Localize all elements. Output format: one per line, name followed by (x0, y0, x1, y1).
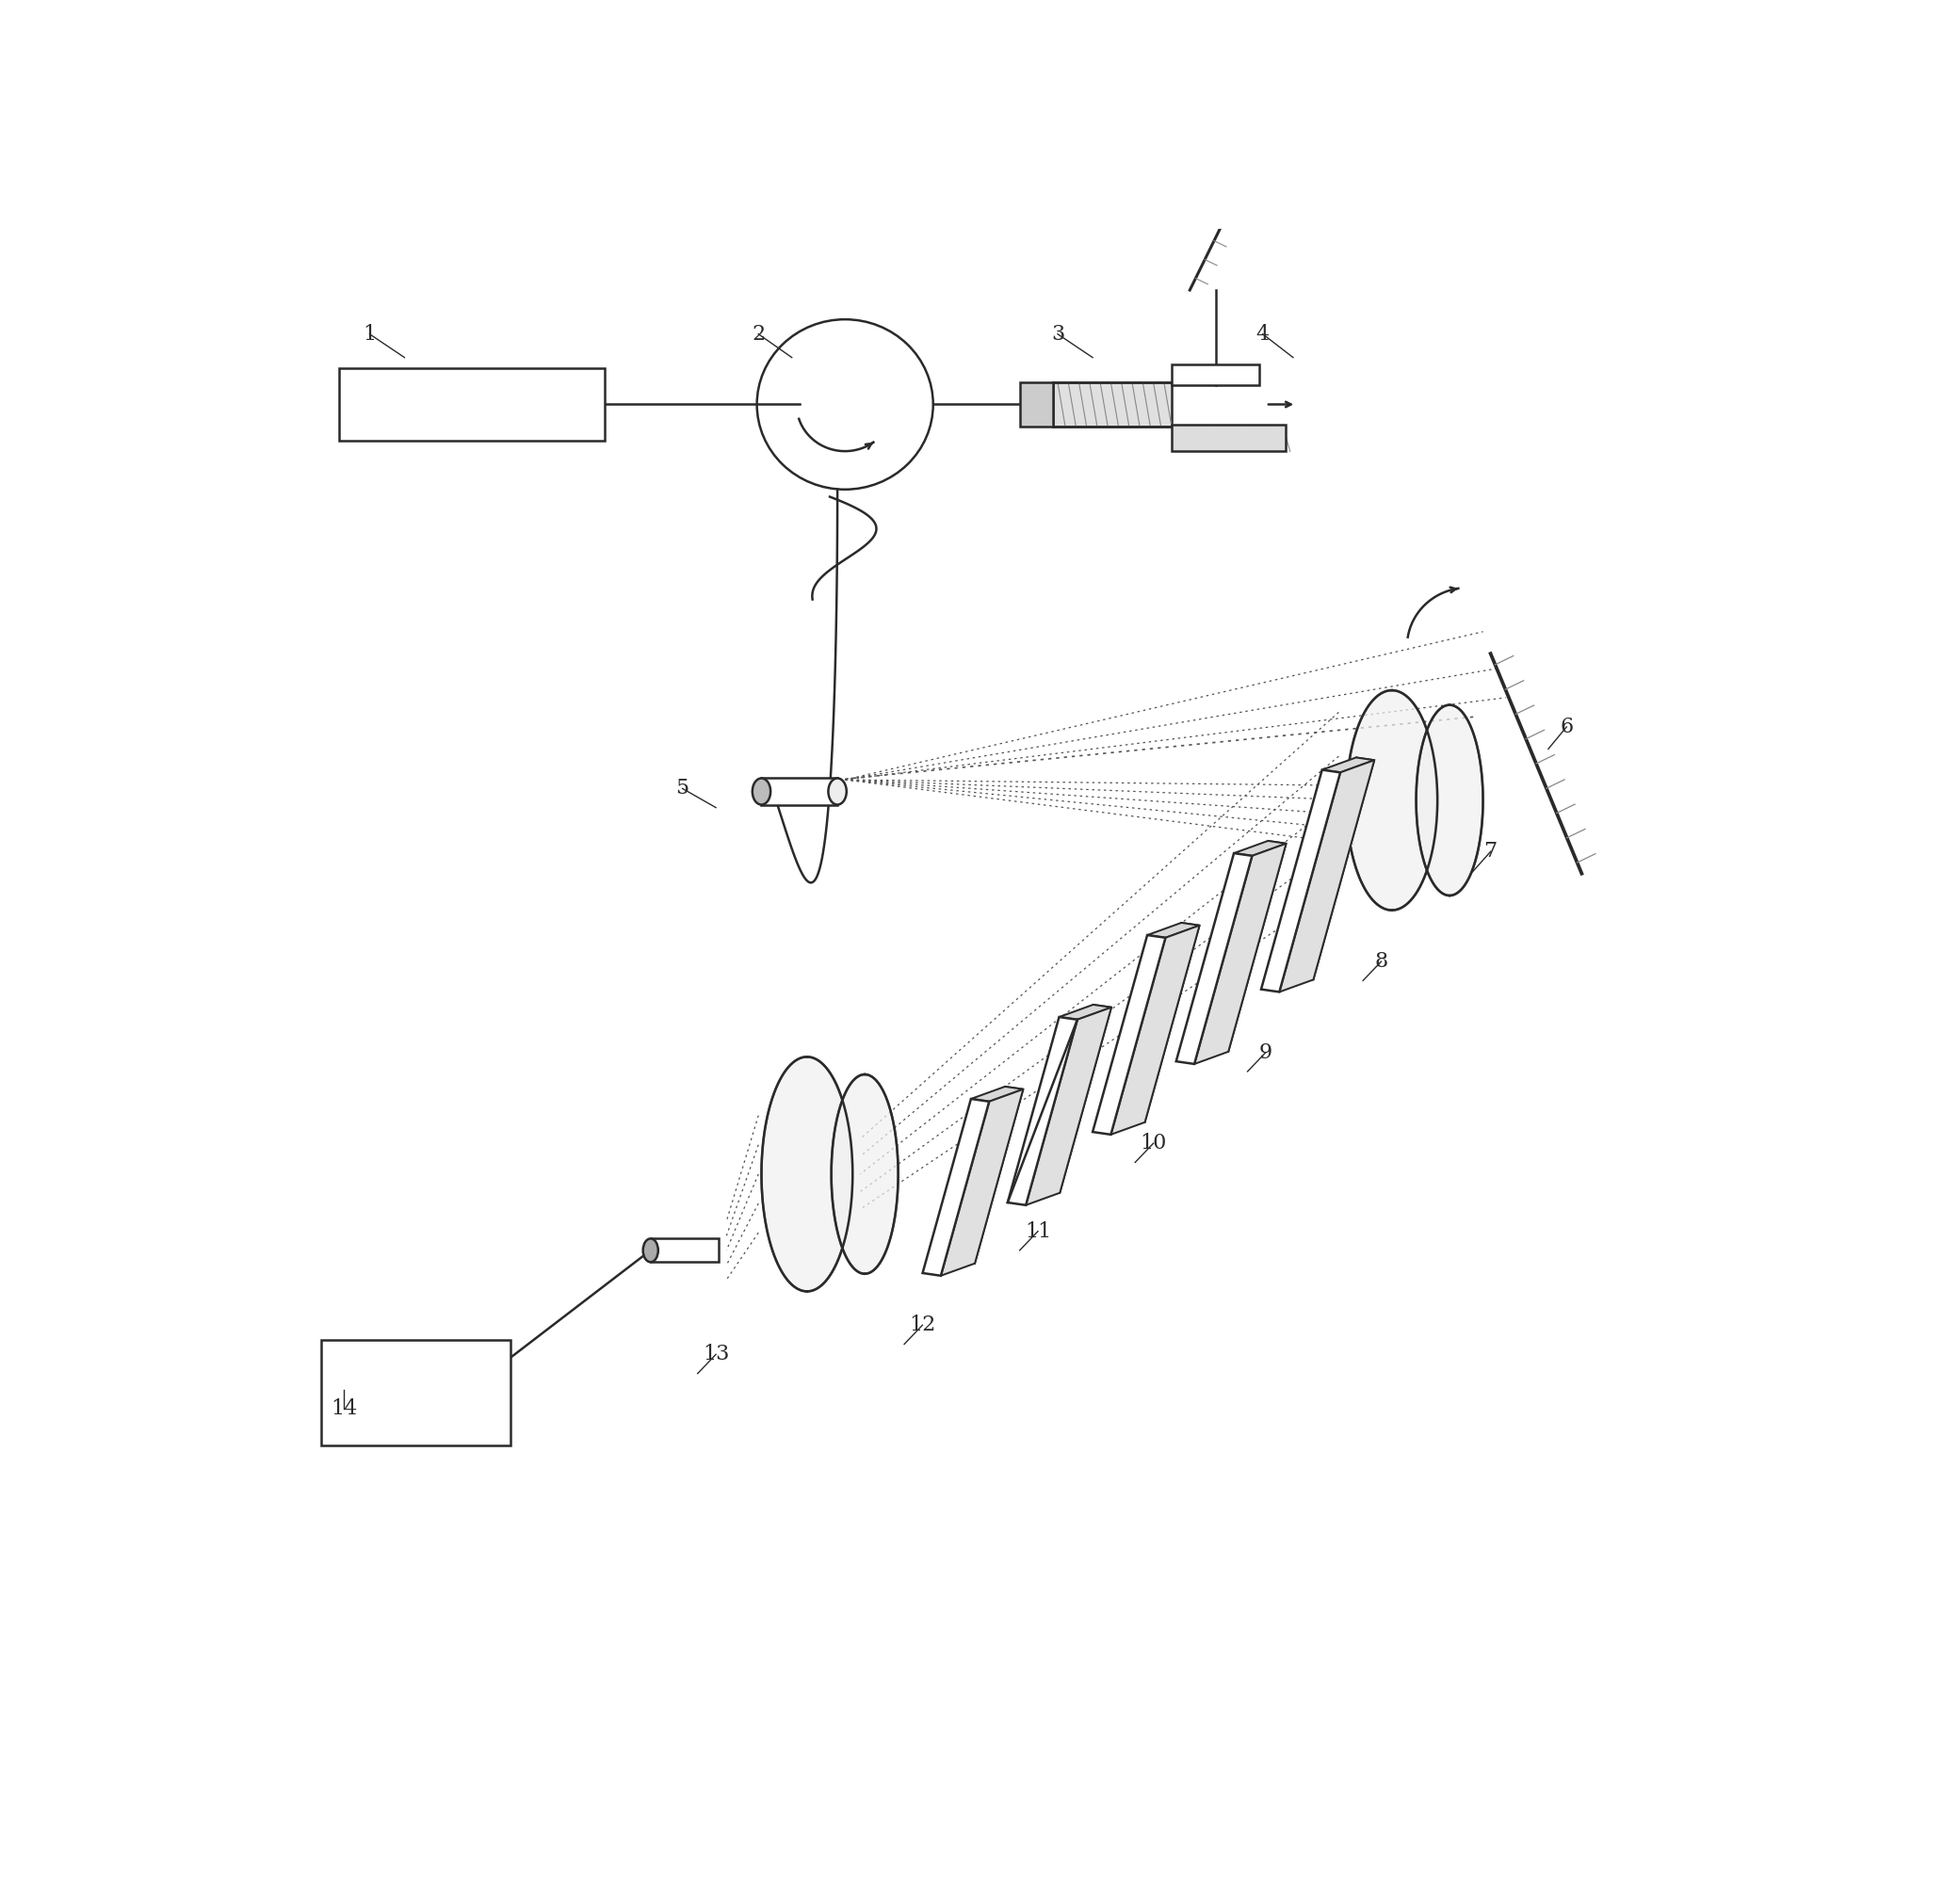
Polygon shape (1260, 769, 1341, 992)
Ellipse shape (643, 1240, 659, 1262)
Text: 1: 1 (363, 324, 376, 345)
Polygon shape (1280, 760, 1374, 992)
Text: 9: 9 (1258, 1041, 1272, 1062)
Polygon shape (1417, 704, 1484, 895)
Bar (1019, 383, 1053, 426)
Polygon shape (1194, 843, 1286, 1064)
Polygon shape (1127, 923, 1200, 1121)
Polygon shape (970, 1087, 1023, 1102)
Polygon shape (1111, 925, 1200, 1135)
Polygon shape (1176, 853, 1252, 1064)
Bar (651, 1240, 719, 1262)
Polygon shape (1347, 691, 1437, 910)
Bar (1172, 425, 1286, 451)
Text: 11: 11 (1025, 1220, 1051, 1241)
Polygon shape (1058, 1005, 1111, 1021)
Text: 5: 5 (676, 779, 690, 800)
Bar (762, 779, 837, 805)
Polygon shape (1296, 758, 1374, 981)
Bar (1053, 383, 1172, 426)
Text: 8: 8 (1374, 952, 1388, 971)
Text: 3: 3 (1051, 324, 1064, 345)
Polygon shape (1041, 1005, 1111, 1192)
Text: 2: 2 (753, 324, 764, 345)
Text: 6: 6 (1560, 716, 1574, 737)
Polygon shape (1235, 842, 1286, 855)
Ellipse shape (829, 779, 847, 805)
Polygon shape (1147, 923, 1200, 939)
Text: 7: 7 (1484, 842, 1497, 863)
Polygon shape (831, 1074, 898, 1274)
Polygon shape (956, 1087, 1023, 1264)
Text: 14: 14 (331, 1398, 357, 1418)
Bar (321, 1340, 512, 1445)
Polygon shape (1323, 758, 1374, 773)
Bar (339, 367, 606, 442)
Text: 13: 13 (702, 1344, 729, 1365)
Text: 12: 12 (909, 1316, 935, 1335)
Polygon shape (1025, 1007, 1111, 1205)
Polygon shape (762, 1057, 853, 1291)
Text: 4: 4 (1256, 324, 1270, 345)
Ellipse shape (753, 779, 770, 805)
Polygon shape (1092, 935, 1166, 1135)
Polygon shape (1007, 1017, 1078, 1205)
Polygon shape (923, 1099, 990, 1276)
Bar (1172, 366, 1260, 385)
Text: 10: 10 (1141, 1133, 1166, 1154)
Polygon shape (1209, 842, 1286, 1051)
Polygon shape (941, 1089, 1023, 1276)
